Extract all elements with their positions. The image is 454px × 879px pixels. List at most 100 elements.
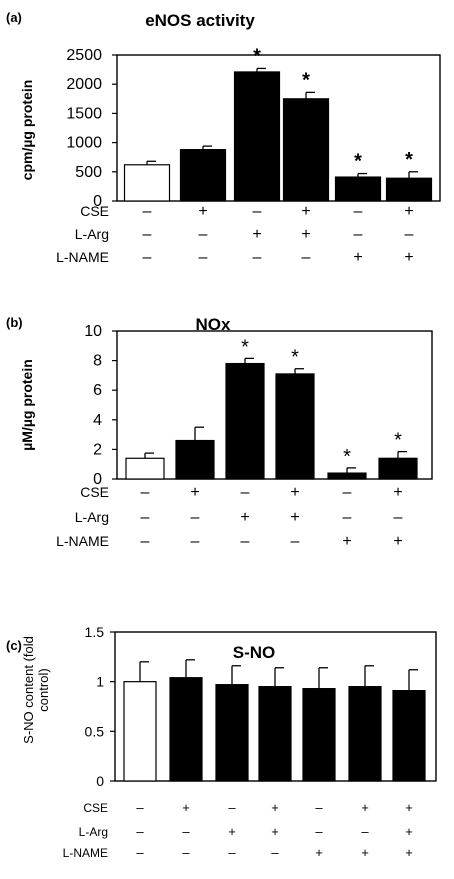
condition-symbol: –	[354, 226, 363, 243]
y-tick-label: 1.5	[85, 624, 105, 640]
condition-symbol: –	[141, 509, 150, 526]
condition-symbol: +	[252, 226, 261, 243]
condition-symbol: –	[343, 509, 352, 526]
condition-symbol: –	[394, 509, 403, 526]
condition-symbol: –	[315, 824, 323, 839]
condition-symbol: –	[182, 845, 190, 860]
y-tick-label: 0	[93, 471, 102, 488]
significance-marker: *	[253, 45, 261, 67]
bar	[123, 681, 157, 782]
bar	[179, 149, 227, 202]
bar	[334, 176, 382, 202]
y-tick-label: 1500	[66, 105, 102, 122]
bar	[123, 164, 171, 202]
significance-marker: *	[241, 336, 249, 358]
y-tick-label: 6	[93, 382, 102, 399]
condition-symbol: +	[301, 226, 310, 243]
bar	[378, 457, 418, 480]
bar	[348, 686, 382, 782]
condition-symbol: –	[182, 824, 190, 839]
condition-symbol: –	[143, 203, 152, 220]
condition-symbol: +	[271, 800, 279, 815]
y-tick-label: 4	[93, 412, 102, 429]
condition-symbol: +	[228, 824, 236, 839]
condition-symbol: +	[393, 533, 402, 550]
condition-symbol: –	[228, 800, 236, 815]
condition-label: L-Arg	[79, 825, 108, 839]
y-tick-label: 2	[93, 441, 102, 458]
bar	[392, 690, 426, 782]
condition-symbol: –	[136, 845, 144, 860]
panel-label: (b)	[6, 315, 23, 330]
condition-symbol: –	[136, 800, 144, 815]
condition-symbol: +	[182, 800, 190, 815]
y-tick-label: 8	[93, 353, 102, 370]
condition-symbol: –	[405, 226, 414, 243]
y-tick-label: 1000	[66, 135, 102, 152]
condition-symbol: +	[404, 203, 413, 220]
condition-symbol: –	[141, 533, 150, 550]
condition-symbol: –	[241, 533, 250, 550]
condition-symbol: –	[141, 484, 150, 501]
condition-symbol: –	[343, 484, 352, 501]
condition-symbol: –	[191, 509, 200, 526]
chart-panel-2: (b) NOx µM/µg protein 0 2 4 6 8 10 * * * * CSE – + – + – + L…	[6, 315, 433, 550]
condition-symbol: +	[198, 203, 207, 220]
condition-symbol: –	[253, 203, 262, 220]
bar	[169, 677, 203, 782]
y-axis-label: S-NO content (foldcontrol)	[21, 636, 51, 744]
condition-symbol: +	[353, 249, 362, 266]
condition-symbol: +	[315, 845, 323, 860]
bar	[233, 71, 281, 202]
y-tick-label: 2000	[66, 76, 102, 93]
condition-symbol: +	[290, 484, 299, 501]
chart-panel-3: (c) S-NO S-NO content (foldcontrol) 0 0.5 1 1.…	[6, 624, 437, 860]
bar	[258, 686, 292, 782]
plot-frame	[116, 330, 433, 480]
condition-symbol: +	[240, 509, 249, 526]
condition-label: CSE	[83, 801, 108, 815]
significance-marker: *	[302, 69, 310, 91]
condition-symbol: +	[405, 800, 413, 815]
condition-symbol: +	[404, 249, 413, 266]
condition-symbol: –	[302, 249, 311, 266]
y-axis-label: cpm/µg protein	[19, 80, 35, 181]
condition-symbol: +	[393, 484, 402, 501]
condition-symbol: +	[361, 845, 369, 860]
significance-marker: *	[343, 446, 351, 468]
bar	[215, 684, 249, 782]
condition-symbol: –	[136, 824, 144, 839]
condition-symbol: +	[271, 824, 279, 839]
condition-label: L-NAME	[63, 846, 108, 860]
condition-label: L-Arg	[75, 509, 109, 525]
chart-title: S-NO	[233, 643, 276, 662]
condition-label: CSE	[80, 484, 109, 500]
bar	[302, 688, 336, 782]
y-tick-label: 10	[84, 323, 102, 340]
y-tick-label: 0.5	[85, 723, 105, 739]
condition-symbol: –	[143, 249, 152, 266]
y-tick-label: 2500	[66, 47, 102, 64]
bar	[385, 177, 433, 202]
bar	[275, 373, 315, 480]
panel-label: (a)	[6, 10, 22, 25]
significance-marker: *	[405, 149, 413, 171]
y-tick-label: 0	[93, 193, 102, 210]
bar	[225, 362, 265, 480]
condition-symbol: –	[253, 249, 262, 266]
y-tick-label: 0	[96, 773, 104, 789]
condition-symbol: –	[241, 484, 250, 501]
condition-symbol: +	[361, 800, 369, 815]
condition-label: CSE	[80, 203, 109, 219]
bar	[175, 439, 215, 480]
significance-marker: *	[354, 151, 362, 173]
chart-title: NOx	[196, 315, 232, 334]
condition-symbol: –	[315, 800, 323, 815]
condition-symbol: +	[290, 509, 299, 526]
condition-symbol: –	[291, 533, 300, 550]
condition-symbol: –	[354, 203, 363, 220]
y-tick-label: 1	[96, 674, 104, 690]
condition-symbol: +	[405, 845, 413, 860]
condition-symbol: +	[405, 824, 413, 839]
